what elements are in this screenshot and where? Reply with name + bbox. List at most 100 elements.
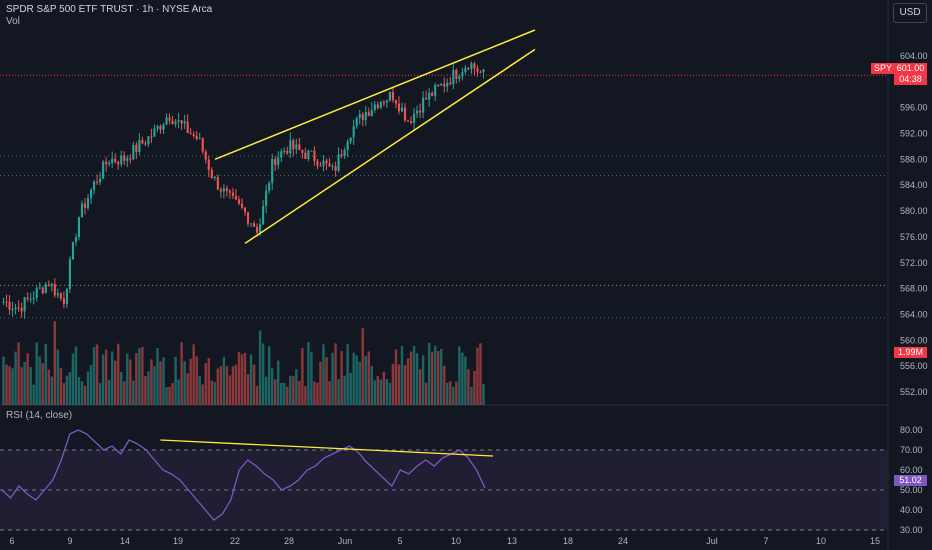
volume-bar [388,382,392,405]
candle-body [56,293,59,296]
candle-body [434,84,437,96]
candle-body [162,124,165,130]
candle-body [304,152,307,159]
volume-bar [2,356,5,405]
candle-body [17,307,20,309]
volume-bar [277,360,280,405]
volume-bar [38,356,41,405]
price-tick-label: 552.00 [900,387,928,397]
time-axis[interactable]: 6 9 14 19 22 28 Jun 5 10 13 18 24 Jul 7 10 15 [9,536,880,546]
volume-bar [455,381,458,405]
price-tick-label: 588.00 [900,154,928,164]
volume-bar [74,346,78,405]
price-tick-label: 604.00 [900,51,928,61]
volume-bar [437,351,440,405]
candle-body [156,126,159,129]
candle-body [355,118,358,127]
candle-body [419,110,422,113]
candle-body [298,144,301,150]
last-price-value: 601.00 [896,63,925,73]
rsi-value-tag: 51.02 [894,475,927,486]
candle-body [449,82,452,85]
candle-body [74,237,78,243]
volume-bar [150,359,153,405]
volume-bar [129,359,132,405]
price-tick-label: 592.00 [900,128,928,138]
volume-bar [144,376,147,405]
price-axis[interactable]: 604.00600.00596.00592.00588.00584.00580.… [900,51,928,397]
candle-body [307,150,310,159]
currency-button[interactable]: USD [893,3,927,23]
volume-bar [135,353,138,405]
volume-bar [367,351,370,405]
candle-body [231,192,234,196]
candle-body [83,203,87,208]
volume-bar [397,364,401,405]
candle-body [135,144,138,152]
volume-bar [20,367,23,405]
volume-bar [295,369,298,405]
candle-body [213,176,216,179]
volume-bar [147,371,150,405]
candle-body [425,97,428,100]
trendlines[interactable] [214,29,536,244]
candle-body [2,301,5,303]
candlesticks[interactable] [2,61,485,319]
volume-bar [92,347,96,405]
candle-body [41,287,44,294]
candle-body [8,301,11,310]
volume-bar [418,369,422,405]
volume-bar [346,344,349,405]
volume-bar [14,351,17,405]
volume-bar [467,369,470,405]
rsi-axis[interactable]: 80.00 70.00 60.00 50.00 40.00 30.00 [900,425,923,535]
volume-bar [234,364,238,405]
volume-bar [41,363,44,405]
volume-bar [473,370,476,405]
time-tick-label: 14 [120,536,130,546]
volume-value-tag: 1.99M [894,347,927,358]
candle-body [29,298,32,300]
candle-body [86,198,90,208]
volume-bar [120,371,123,405]
volume-bar [68,372,72,405]
price-tick-label: 572.00 [900,258,928,268]
volume-bar [29,367,32,405]
candle-body [473,63,476,69]
volume-bar [243,352,247,405]
volume-bar [355,355,358,405]
time-tick-label: 28 [284,536,294,546]
volume-bar [83,385,87,405]
volume-bar [427,342,431,405]
candle-body [479,71,482,73]
chart-title: SPDR S&P 500 ETF TRUST · 1h · NYSE Arca [6,4,213,15]
volume-bar [331,352,334,405]
candle-body [382,102,385,104]
volume-bar [44,343,47,405]
volume-bar [433,345,437,405]
time-tick-label: 22 [230,536,240,546]
volume-bar [307,342,310,405]
candle-body [11,309,14,311]
candle-body [406,120,410,122]
candle-body [361,114,364,121]
volume-bar [440,348,443,405]
candle-body [280,151,283,158]
candle-body [385,100,388,103]
volume-bar [77,376,81,405]
candle-body [120,155,123,165]
volume-bar [171,383,174,405]
last-price-tag: 601.00 04:38 [894,63,927,85]
bar-countdown: 04:38 [899,74,922,84]
candle-body [243,207,247,213]
volume-bar [201,384,204,405]
candle-body [455,70,458,79]
candle-body [337,154,340,171]
symbol-tag: SPY [871,63,896,74]
candle-body [102,161,105,179]
candle-body [379,102,382,108]
candle-body [210,169,213,179]
candle-body [397,103,401,112]
volume-bar [280,382,283,405]
